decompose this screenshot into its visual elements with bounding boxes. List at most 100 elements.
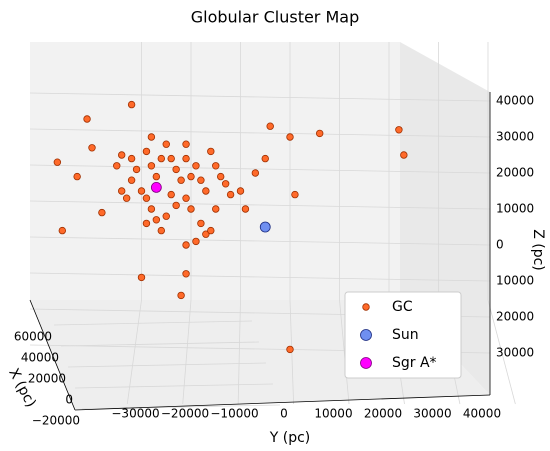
- grid-line: [339, 299, 350, 405]
- grid-line: [74, 383, 274, 389]
- point: [202, 230, 210, 238]
- point: [88, 144, 96, 152]
- grid-line: [29, 236, 491, 246]
- point: [192, 237, 200, 246]
- point: [167, 190, 175, 199]
- grid-line: [182, 299, 192, 405]
- point: [147, 133, 156, 141]
- legend-label: Sun: [392, 327, 419, 343]
- point: [162, 212, 170, 220]
- point: [83, 115, 91, 123]
- z-tick-label: 10000: [496, 274, 534, 288]
- point: [316, 129, 324, 138]
- point: [127, 100, 136, 109]
- legend: GC Sun Sgr A*: [344, 291, 462, 379]
- grid-line: [29, 92, 491, 102]
- point: [137, 273, 146, 282]
- point: [182, 270, 190, 278]
- point: [73, 172, 81, 181]
- point: [226, 190, 235, 199]
- point: [150, 181, 162, 193]
- point: [192, 162, 200, 170]
- point: [177, 176, 185, 184]
- y-tick-label: 10000: [314, 407, 352, 421]
- point: [157, 154, 165, 163]
- point: [167, 154, 175, 163]
- y-tick-label: −30000: [111, 407, 159, 421]
- point: [266, 122, 274, 130]
- point: [98, 208, 106, 217]
- point: [172, 201, 180, 210]
- point: [142, 194, 151, 202]
- x-tick-label: 20000: [28, 372, 66, 386]
- point: [291, 190, 299, 199]
- x-tick-label: 40000: [21, 351, 59, 365]
- point: [207, 147, 215, 156]
- legend-label: Sgr A*: [392, 355, 437, 371]
- z-tick-label: 30000: [496, 130, 534, 144]
- y-tick-label: 30000: [413, 407, 451, 421]
- point: [132, 165, 141, 174]
- grid-line: [237, 299, 241, 405]
- point: [221, 180, 230, 188]
- legend-marker: [360, 329, 372, 341]
- chart-title: Globular Cluster Map: [191, 8, 359, 27]
- point: [259, 221, 271, 233]
- grid-line: [29, 164, 491, 174]
- point: [241, 205, 250, 213]
- y-tick-label: −20000: [161, 407, 209, 421]
- point: [113, 162, 121, 170]
- back-pane: [30, 42, 400, 300]
- grid-line: [53, 320, 253, 326]
- z-tick-label: 20000: [496, 310, 534, 324]
- grid-line: [29, 200, 491, 210]
- point: [127, 154, 136, 163]
- point: [261, 154, 269, 163]
- point: [137, 187, 146, 195]
- legend-label: GC: [392, 299, 413, 315]
- point: [58, 226, 66, 235]
- y-axis-label: Y (pc): [269, 430, 311, 446]
- z-tick-label: 40000: [496, 94, 534, 108]
- point: [152, 216, 161, 224]
- point: [212, 162, 220, 170]
- point: [172, 165, 180, 174]
- x-axis: [29, 299, 76, 411]
- point: [182, 241, 190, 249]
- y-tick-label: 20000: [364, 407, 402, 421]
- legend-marker: [362, 303, 370, 311]
- point: [157, 226, 165, 235]
- y-axis: [74, 394, 491, 411]
- point: [182, 194, 190, 202]
- legend-marker: [360, 357, 372, 369]
- legend-box: [344, 291, 462, 379]
- point: [207, 226, 215, 235]
- point: [117, 151, 126, 159]
- y-tick-label: 0: [280, 407, 288, 421]
- grid-line: [67, 362, 267, 368]
- grid-line: [29, 272, 491, 282]
- point: [286, 133, 294, 141]
- point: [202, 187, 210, 195]
- point: [187, 172, 195, 181]
- x-tick-label: 0: [65, 393, 73, 407]
- z-tick-label: 30000: [496, 346, 534, 360]
- point: [236, 187, 245, 195]
- point: [127, 176, 136, 184]
- x-tick-label: −20000: [32, 414, 80, 428]
- point: [53, 158, 62, 166]
- grid-line: [60, 341, 260, 347]
- point: [400, 151, 408, 159]
- point: [147, 162, 156, 170]
- x-tick-label: 60000: [14, 330, 52, 344]
- grid-line: [487, 299, 516, 405]
- grid: [29, 42, 516, 410]
- z-tick-label: 0: [496, 238, 504, 252]
- z-axis-label: Z (pc): [530, 229, 546, 271]
- point: [152, 172, 161, 181]
- y-tick-label: −10000: [210, 407, 258, 421]
- point: [187, 205, 195, 213]
- point: [117, 187, 126, 195]
- z-tick-label: 20000: [496, 166, 534, 180]
- point: [197, 219, 205, 228]
